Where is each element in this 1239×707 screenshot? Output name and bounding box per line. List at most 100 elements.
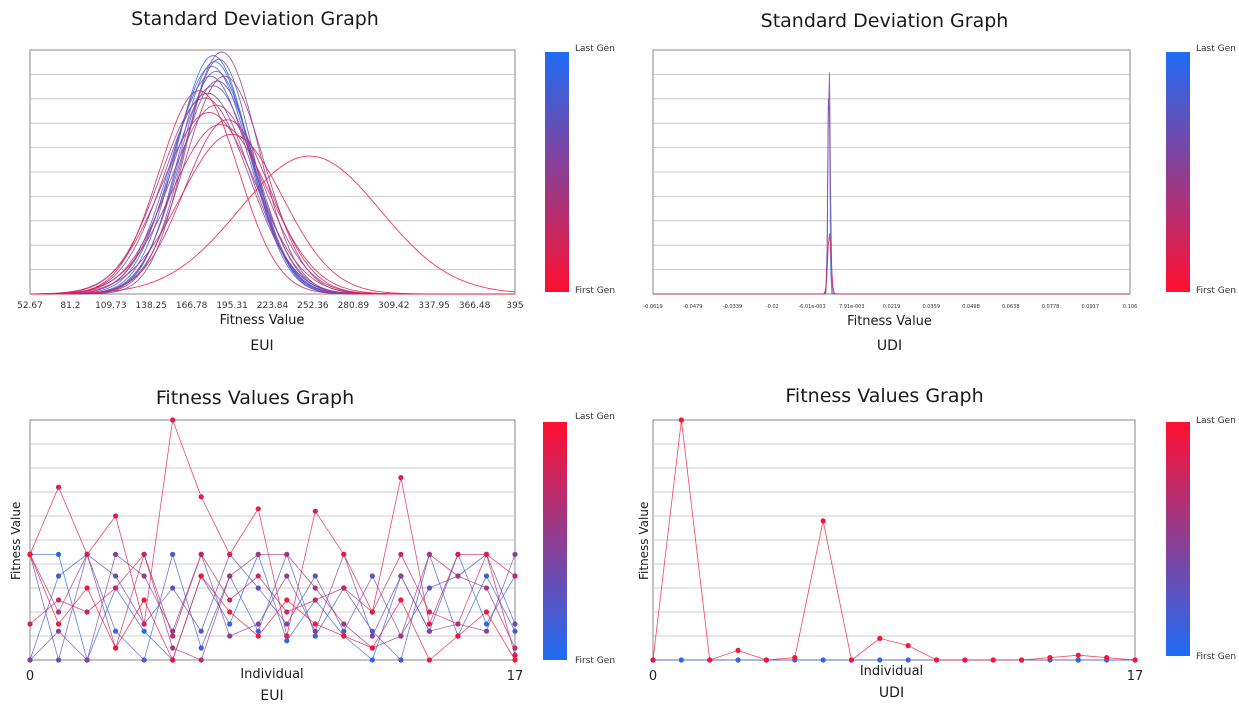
data-point [141,657,147,663]
data-point [284,633,290,639]
x-axis-label: Fitness Value [219,313,305,328]
series-line [29,553,516,638]
data-point [55,609,62,615]
data-point [284,573,290,579]
x-tick-label: 0.0498 [962,304,980,310]
x-tick-label: 195.31 [216,301,248,311]
x-tick-label: 0.0359 [923,304,941,310]
colorbar-bottom-label: First Gen [575,656,616,666]
colorbar-top-label: Last Gen [1196,44,1236,54]
data-point [227,551,233,557]
data-point [735,647,741,653]
fv-eui-chart: 0 17 [26,417,567,684]
fv-udi-chart: 0 17 [649,417,1190,684]
data-point [55,597,62,603]
data-point [341,551,347,557]
data-point [227,573,233,579]
data-point [255,621,261,627]
x-tick-label: 138.25 [136,301,168,311]
data-point [198,645,204,651]
data-point [284,551,290,557]
data-point [255,506,261,512]
data-point [1104,655,1110,661]
data-point [198,494,204,500]
data-point [141,551,147,557]
chart-title: Standard Deviation Graph [760,10,1009,32]
series-line [30,155,516,295]
x-tick-label: 309.42 [378,301,410,311]
data-point [112,551,119,557]
x-tick-label: 17 [507,669,524,684]
data-point [284,621,290,627]
chart-caption: UDI [876,338,903,354]
data-point [341,628,347,634]
data-point [55,621,62,627]
colorbar-top-label: Last Gen [575,412,615,422]
data-point [483,621,490,627]
data-point [735,657,741,663]
data-point [650,657,656,663]
series-line [652,419,1136,661]
data-point [55,573,62,579]
data-point [341,585,347,591]
data-point [369,609,375,615]
panel-sd-eui: Standard Deviation Graph 52.67 81.2 109.73… [0,0,620,355]
data-point [483,585,490,591]
chart-caption: UDI [878,685,905,701]
x-tick-label: 166.78 [176,301,208,311]
chart-title: Standard Deviation Graph [131,8,379,30]
sd-eui-chart: 52.67 81.2 109.73 138.25 166.78 195.31 223.84 2… [17,49,569,311]
data-point [55,628,62,634]
data-point [1047,655,1053,661]
data-point [170,417,176,423]
chart-title: Fitness Values Graph [155,387,355,409]
x-tick-label: 109.73 [95,301,127,311]
x-tick-label: 0.0778 [1042,304,1060,310]
series-line [653,233,1130,295]
data-point [312,573,318,579]
data-point [877,657,883,663]
data-point [112,513,119,519]
data-point [678,417,684,423]
data-point [426,621,433,627]
data-point [112,645,119,651]
data-point [763,657,770,663]
data-point [312,633,318,639]
data-point [512,652,518,658]
data-point [483,573,490,579]
data-point [426,628,433,634]
data-point [820,518,826,524]
chart-title: Fitness Values Graph [785,385,984,407]
data-point [112,628,119,634]
data-point [398,573,404,579]
x-axis-label: Individual [240,667,304,682]
x-axis-label: Fitness Value [847,314,932,329]
x-tick-label: 0.106 [1123,304,1137,310]
data-point [55,551,62,557]
data-point [170,551,176,557]
data-point [512,657,518,663]
chart-caption: EUI [250,338,274,354]
x-tick-label: -0.0479 [683,304,702,310]
x-tick-label: 7.91e-003 [839,304,865,310]
data-point [112,585,119,591]
data-point [170,645,176,651]
x-tick-label: 0.0638 [1002,304,1020,310]
data-point [426,551,433,557]
data-point [512,621,518,627]
data-point [27,551,33,557]
data-point [284,609,290,615]
data-point [877,635,883,641]
data-point [284,597,290,603]
data-point [84,551,90,557]
data-point [369,573,375,579]
data-point [398,551,404,557]
x-tick-label: 223.84 [257,301,289,311]
data-point [27,621,33,627]
data-point [962,657,968,663]
x-tick-label: 81.2 [60,301,80,311]
data-point [227,633,233,639]
data-point [369,633,375,639]
colorbar [1166,52,1190,292]
data-point [1018,657,1025,663]
